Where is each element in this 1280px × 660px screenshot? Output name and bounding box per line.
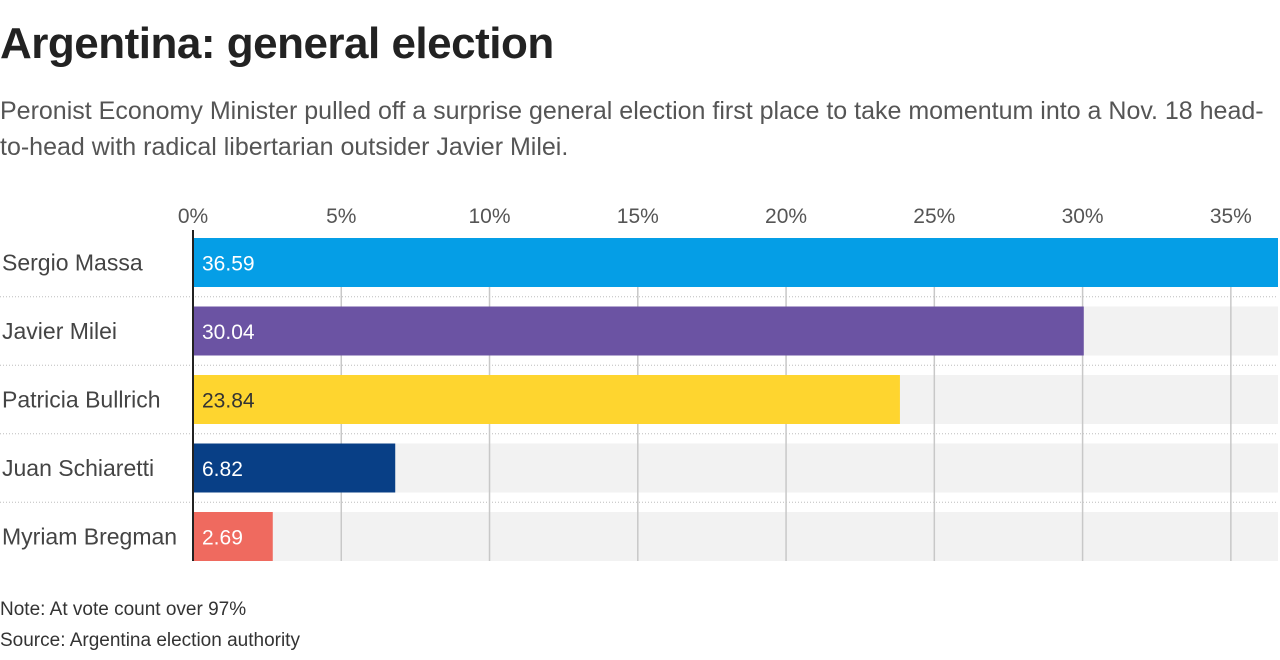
bar bbox=[193, 306, 1084, 356]
x-tick-label: 25% bbox=[913, 205, 955, 228]
bar bbox=[193, 443, 396, 493]
bar-value-label: 30.04 bbox=[202, 321, 255, 344]
x-tick-label: 0% bbox=[178, 205, 208, 228]
category-label: Javier Milei bbox=[2, 318, 117, 344]
bar-value-label: 36.59 bbox=[202, 253, 255, 276]
bar-value-label: 23.84 bbox=[202, 390, 255, 413]
x-tick-label: 15% bbox=[617, 205, 659, 228]
category-label: Sergio Massa bbox=[2, 250, 143, 276]
chart-source: Source: Argentina election authority bbox=[0, 630, 300, 651]
chart-note: Note: At vote count over 97% bbox=[0, 599, 247, 620]
x-tick-label: 30% bbox=[1062, 205, 1104, 228]
x-tick-label: 5% bbox=[326, 205, 356, 228]
bar bbox=[193, 512, 273, 561]
bar bbox=[193, 375, 900, 424]
x-tick-label: 35% bbox=[1210, 205, 1252, 228]
grid-layer bbox=[0, 238, 1278, 561]
bar bbox=[193, 238, 1278, 287]
x-tick-label: 20% bbox=[765, 205, 807, 228]
x-tick-label: 10% bbox=[469, 205, 511, 228]
bar-rows: 36.59 Sergio Massa 30.04 Javier Milei 23.84 P… bbox=[2, 230, 1278, 561]
chart-subtitle: Peronist Economy Minister pulled off a s… bbox=[0, 97, 1264, 161]
category-label: Juan Schiaretti bbox=[2, 455, 154, 481]
chart-title: Argentina: general election bbox=[0, 19, 554, 68]
bar-value-label: 2.69 bbox=[202, 527, 243, 550]
bar-value-label: 6.82 bbox=[202, 458, 243, 481]
bar-track bbox=[193, 512, 1278, 561]
category-label: Myriam Bregman bbox=[2, 524, 177, 550]
bar-chart: 0% 5% 10% 15% 20% 25% 30% 35% 36.59 Sergio Massa… bbox=[0, 205, 1278, 561]
tick-labels: 0% 5% 10% 15% 20% 25% 30% 35% bbox=[178, 205, 1252, 228]
category-label: Patricia Bullrich bbox=[2, 387, 161, 413]
